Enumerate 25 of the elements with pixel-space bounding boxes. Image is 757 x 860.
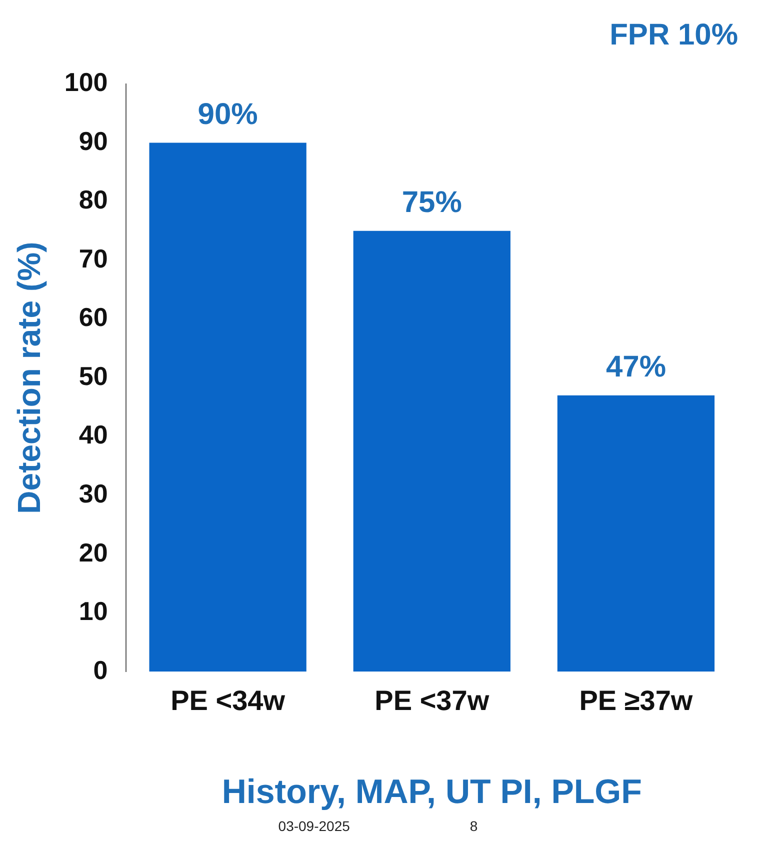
y-tick-label: 0 xyxy=(93,654,108,685)
y-tick-label: 50 xyxy=(78,360,108,391)
y-axis-title: Detection rate (%) xyxy=(11,242,48,514)
chart-title: FPR 10% xyxy=(610,18,738,52)
data-label: 75% xyxy=(402,186,462,220)
bar xyxy=(557,395,715,672)
data-label: 90% xyxy=(198,98,258,132)
y-tick-label: 30 xyxy=(78,478,108,508)
data-label: 47% xyxy=(606,350,666,384)
y-tick-label: 10 xyxy=(78,596,108,626)
x-tick-label: PE <37w xyxy=(374,685,490,716)
text: 03-09-2025 xyxy=(278,818,350,834)
x-tick-label: PE ≥37w xyxy=(579,685,693,716)
x-axis-title: History, MAP, UT PI, PLGF xyxy=(222,772,642,811)
bar xyxy=(353,230,510,672)
y-tick-label: 70 xyxy=(78,243,108,274)
y-tick-label: 80 xyxy=(78,184,108,215)
y-tick-label: 90 xyxy=(78,126,108,156)
y-tick-label: 20 xyxy=(78,537,108,568)
text: 8 xyxy=(470,818,478,834)
x-tick-label: PE <34w xyxy=(170,685,286,716)
y-tick-label: 60 xyxy=(78,302,108,332)
y-tick-label: 40 xyxy=(78,420,108,450)
bar xyxy=(149,142,306,672)
y-tick-label: 100 xyxy=(64,67,108,98)
